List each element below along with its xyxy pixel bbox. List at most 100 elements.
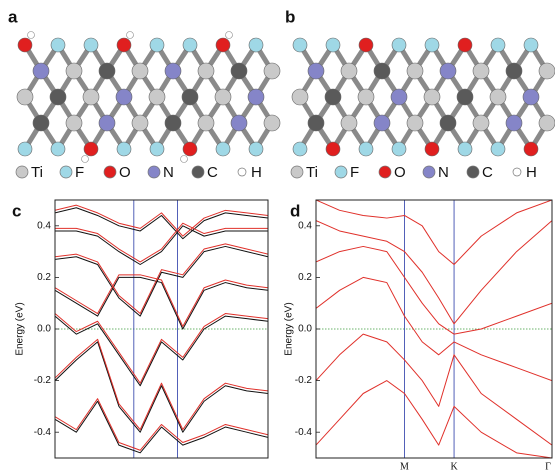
- atom: [374, 63, 390, 79]
- panel-label: d: [290, 201, 300, 220]
- legend-label: H: [526, 164, 537, 181]
- x-tick-label: Γ: [545, 461, 551, 472]
- y-axis-label: Energy (eV): [284, 302, 295, 355]
- structure: [17, 32, 280, 163]
- atom: [264, 115, 280, 131]
- atom: [264, 63, 280, 79]
- y-tick-label: 0.0: [37, 324, 51, 335]
- atom: [18, 142, 32, 156]
- atom: [440, 63, 456, 79]
- atom: [539, 115, 555, 131]
- atom: [359, 142, 373, 156]
- band: [55, 208, 268, 239]
- atom: [84, 38, 98, 52]
- atom: [325, 89, 341, 105]
- x-tick-label: M: [400, 461, 409, 472]
- atom: [17, 89, 33, 105]
- legend-label: N: [163, 164, 174, 181]
- atom: [458, 142, 472, 156]
- panel-label: c: [12, 201, 21, 220]
- atom: [358, 89, 374, 105]
- atom: [165, 63, 181, 79]
- atom: [99, 63, 115, 79]
- atom: [150, 142, 164, 156]
- panel-label: b: [285, 7, 295, 26]
- band: [55, 277, 268, 329]
- atom: [374, 115, 390, 131]
- atom: [181, 156, 188, 163]
- atom: [215, 89, 231, 105]
- atom: [458, 38, 472, 52]
- atom: [33, 115, 49, 131]
- atom: [116, 89, 132, 105]
- atom: [117, 142, 131, 156]
- atom: [473, 63, 489, 79]
- atom: [341, 115, 357, 131]
- band: [316, 200, 552, 265]
- atom: [33, 63, 49, 79]
- band: [55, 223, 268, 262]
- atom: [50, 89, 66, 105]
- atom: [183, 38, 197, 52]
- plot-area: [316, 200, 552, 458]
- atom: [183, 142, 197, 156]
- x-tick-label: K: [450, 461, 458, 472]
- atom: [66, 115, 82, 131]
- atom: [293, 142, 307, 156]
- atom: [308, 115, 324, 131]
- atom: [198, 115, 214, 131]
- atom: [182, 89, 198, 105]
- legend-swatch: [513, 168, 521, 176]
- atom: [506, 63, 522, 79]
- y-tick-label: 0.2: [37, 272, 51, 283]
- legend-swatch: [104, 166, 116, 178]
- atom: [51, 142, 65, 156]
- legend-swatch: [192, 166, 204, 178]
- legend-swatch: [148, 166, 160, 178]
- atom: [326, 38, 340, 52]
- atom: [149, 89, 165, 105]
- figure: aTiFONCHbTiFONCHcEnergy (eV)0.40.20.0-0.…: [0, 0, 555, 472]
- atom: [359, 38, 373, 52]
- atom: [407, 63, 423, 79]
- y-tick-label: -0.4: [295, 427, 313, 438]
- band: [55, 342, 268, 432]
- structure: [292, 38, 555, 156]
- legend-swatch: [423, 166, 435, 178]
- atom: [424, 89, 440, 105]
- atom: [341, 63, 357, 79]
- legend-label: C: [482, 164, 493, 181]
- atom: [28, 32, 35, 39]
- atom: [165, 115, 181, 131]
- atom: [523, 89, 539, 105]
- legend-label: Ti: [31, 164, 43, 181]
- legend-swatch: [16, 166, 28, 178]
- atom: [308, 63, 324, 79]
- legend-swatch: [238, 168, 246, 176]
- atom: [293, 38, 307, 52]
- y-tick-label: 0.2: [298, 272, 312, 283]
- legend-label: O: [394, 164, 406, 181]
- y-tick-label: 0.4: [37, 220, 51, 231]
- atom: [425, 142, 439, 156]
- atom: [127, 32, 134, 39]
- legend-label: F: [75, 164, 84, 181]
- atom: [83, 89, 99, 105]
- atom: [473, 115, 489, 131]
- atom: [66, 63, 82, 79]
- legend-label: Ti: [306, 164, 318, 181]
- atom: [524, 38, 538, 52]
- atom: [392, 142, 406, 156]
- atom: [51, 38, 65, 52]
- y-tick-label: 0.0: [298, 324, 312, 335]
- atom: [216, 38, 230, 52]
- legend-swatch: [335, 166, 347, 178]
- legend-label: N: [438, 164, 449, 181]
- atom: [490, 89, 506, 105]
- atom: [18, 38, 32, 52]
- band: [55, 399, 268, 451]
- page: {"structures": [ {"label": "a", "legend"…: [0, 0, 555, 472]
- panel-label: a: [8, 7, 18, 26]
- band: [55, 244, 268, 314]
- atom: [248, 89, 264, 105]
